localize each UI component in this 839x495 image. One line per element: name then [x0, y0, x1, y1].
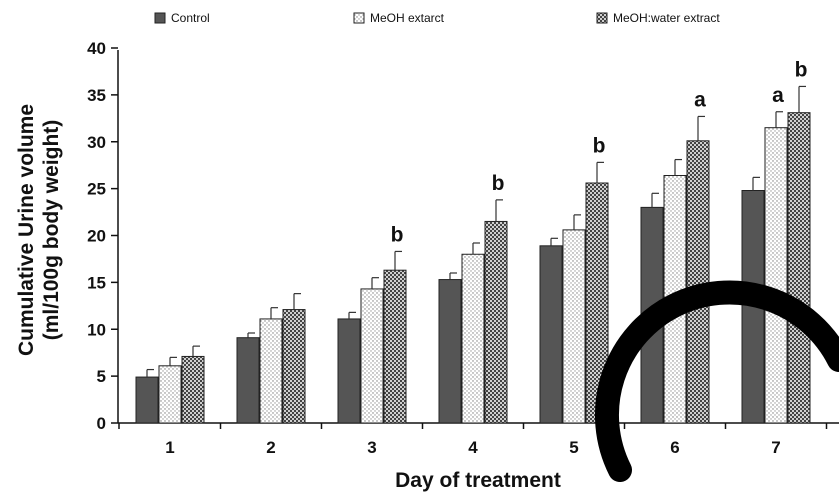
significance-label: b: [795, 58, 808, 81]
bar: [282, 309, 306, 424]
y-tick-label: 20: [87, 227, 106, 246]
y-tick-label: 15: [87, 273, 106, 292]
x-tick-label: 2: [266, 438, 275, 457]
bar: [135, 376, 159, 424]
bar: [787, 112, 811, 424]
bar: [337, 318, 361, 424]
y-axis-title-line2: (ml/100g body weight): [40, 120, 63, 341]
bar: [158, 365, 182, 424]
chart-legend: Control MeOH extarct MeOH:water extract: [154, 11, 720, 25]
bar: [764, 127, 788, 424]
bar: [181, 355, 205, 424]
legend-swatch: [596, 12, 608, 24]
bar: [259, 318, 283, 424]
legend-label: MeOH extarct: [370, 11, 445, 25]
x-axis-title: Day of treatment: [395, 469, 561, 492]
significance-label: a: [772, 84, 784, 107]
significance-label: b: [391, 223, 404, 246]
x-axis-ticks: 1 2 3 4 5 6 7: [118, 423, 828, 457]
x-tick-label: 5: [569, 438, 578, 457]
y-tick-label: 30: [87, 133, 106, 152]
significance-label: b: [593, 134, 606, 157]
bar: [539, 245, 563, 424]
x-tick-label: 7: [771, 438, 780, 457]
y-tick-label: 0: [97, 414, 106, 433]
y-axis-title-line1: Cumulative Urine volume: [15, 104, 38, 356]
watermark-circle: [594, 280, 839, 482]
x-tick-label: 3: [367, 438, 376, 457]
significance-label: b: [492, 172, 505, 195]
y-tick-label: 10: [87, 320, 106, 339]
bar: [438, 279, 462, 424]
bar: [236, 337, 260, 424]
x-tick-label: 1: [165, 438, 174, 457]
legend-swatch: [353, 12, 365, 24]
y-tick-label: 40: [87, 39, 106, 58]
bar: [562, 229, 586, 424]
y-axis-title: Cumulative Urine volume (ml/100g body we…: [15, 104, 63, 356]
bar: [360, 288, 384, 424]
significance-label: a: [694, 88, 706, 111]
legend-swatch: [154, 12, 166, 24]
y-tick-label: 25: [87, 180, 106, 199]
legend-label: MeOH:water extract: [613, 11, 720, 25]
bar: [461, 253, 485, 424]
bar: [484, 220, 508, 424]
y-tick-label: 5: [97, 367, 106, 386]
x-tick-label: 6: [670, 438, 679, 457]
y-tick-label: 35: [87, 86, 106, 105]
x-tick-label: 4: [468, 438, 478, 457]
bars: [135, 112, 811, 424]
legend-label: Control: [171, 11, 210, 25]
error-bars: [146, 85, 806, 378]
y-axis-ticks: 0 5 10 15 20 25 30 35 40: [87, 39, 118, 433]
bar: [383, 269, 407, 424]
bar: [686, 140, 710, 424]
